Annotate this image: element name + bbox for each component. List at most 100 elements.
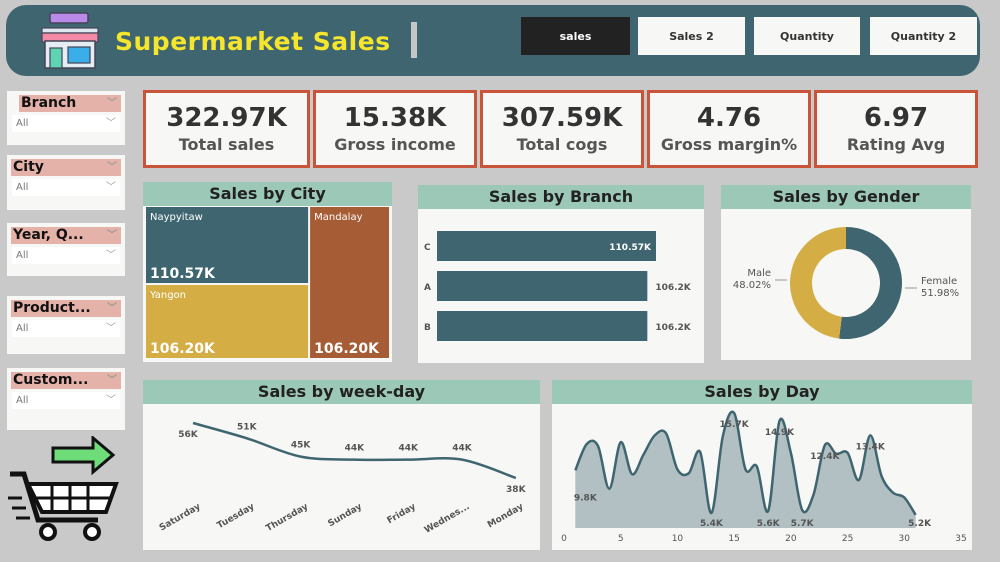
data-label: 5.7K [791, 519, 815, 529]
tile-name: Naypyitaw [150, 212, 203, 223]
x-tick-label: 20 [785, 534, 797, 544]
tab-quantity-2[interactable]: Quantity 2 [870, 17, 977, 55]
slice-name-label: Female [921, 276, 957, 287]
kpi-value: 322.97K [166, 103, 287, 133]
chart-title: Sales by Day [552, 380, 972, 404]
data-label: 38K [506, 485, 527, 495]
line-chart: 56K Saturday 51K Tuesday 45K Thursday 44K Sunda… [158, 421, 527, 536]
filter-branch: Branch ﹀ All ﹀ [7, 91, 125, 145]
tile-name: Mandalay [314, 212, 362, 223]
kpi-total-cogs: 307.59K Total cogs [480, 90, 644, 168]
x-tick-label: 0 [561, 534, 567, 544]
treemap-tile-yangon [146, 285, 309, 358]
filter-select[interactable]: All ﹀ [12, 320, 120, 337]
dashboard-title: Supermarket Sales [115, 27, 391, 56]
data-label: 56K [178, 430, 199, 440]
filter-select[interactable]: All ﹀ [12, 179, 120, 196]
x-tick-label: 30 [899, 534, 911, 544]
sales-by-city-panel: Sales by City Naypyitaw 110.57K Yangon 106.… [143, 182, 392, 362]
kpi-value: 4.76 [696, 103, 762, 133]
chevron-down-icon: ﹀ [106, 395, 116, 406]
chart-title: Sales by week-day [143, 380, 540, 404]
data-label: 14.9K [765, 428, 795, 438]
kpi-total-sales: 322.97K Total sales [143, 90, 310, 168]
kpi-gross-income: 15.38K Gross income [313, 90, 477, 168]
divider [411, 22, 417, 58]
x-tick-label: 35 [955, 534, 966, 544]
sales-by-gender-panel: Sales by Gender Female 51.98% Male 48.02% [721, 185, 971, 360]
filter-label: City [13, 159, 44, 175]
x-tick-label: Wednes... [423, 502, 472, 536]
tab-sales[interactable]: sales [521, 17, 630, 55]
kpi-value: 6.97 [863, 103, 929, 133]
data-label: 5.2K [908, 519, 932, 529]
x-tick-label: 5 [618, 534, 624, 544]
treemap-tile-naypyitaw [146, 207, 309, 284]
store-icon [41, 12, 99, 69]
sales-by-branch-panel: Sales by Branch C 110.57K A 106.2K B 106.2K [418, 185, 704, 363]
x-tick-label: Friday [386, 502, 418, 526]
filter-city: City ﹀ All ﹀ [7, 155, 125, 210]
data-label: 44K [452, 444, 473, 454]
bar-value-label: 106.2K [655, 283, 691, 293]
x-tick-label: Monday [486, 502, 525, 531]
chevron-down-icon[interactable]: ﹀ [107, 230, 117, 241]
kpi-label: Total cogs [516, 135, 608, 154]
bar-A [437, 271, 648, 301]
chart-title: Sales by City [143, 182, 392, 206]
x-tick-label: Sunday [327, 502, 365, 529]
data-label: 44K [345, 444, 366, 454]
chevron-down-icon: ﹀ [106, 250, 116, 261]
bar-value-label: 106.2K [655, 323, 691, 333]
data-label: 5.6K [757, 519, 781, 529]
filter-value: All [16, 395, 29, 406]
chevron-down-icon[interactable]: ﹀ [107, 162, 117, 173]
data-label: 13.4K [856, 442, 886, 452]
chevron-down-icon[interactable]: ﹀ [107, 303, 117, 314]
donut-slice-male [789, 227, 846, 339]
filter-product: Product... ﹀ All ﹀ [7, 296, 125, 354]
chevron-down-icon: ﹀ [106, 182, 116, 193]
x-tick-label: 15 [728, 534, 739, 544]
tile-name: Yangon [149, 290, 186, 301]
x-tick-label: 10 [672, 534, 684, 544]
treemap-chart: Naypyitaw 110.57K Yangon 106.20K Mandalay 106… [146, 207, 389, 358]
filter-label: Product... [13, 300, 91, 316]
data-label: 44K [398, 444, 419, 454]
filter-label: Branch [21, 95, 77, 111]
filter-select[interactable]: All ﹀ [12, 115, 120, 132]
data-label: 5.4K [700, 519, 724, 529]
filter-label: Year, Q... [13, 227, 84, 243]
kpi-label: Total sales [178, 135, 275, 154]
chevron-down-icon[interactable]: ﹀ [107, 375, 117, 386]
chart-title: Sales by Branch [418, 185, 704, 209]
chevron-down-icon: ﹀ [106, 323, 116, 334]
treemap-tile-mandalay [310, 207, 389, 358]
bar-value-label: 110.57K [609, 243, 652, 253]
chart-title: Sales by Gender [721, 185, 971, 209]
x-tick-label: Saturday [158, 502, 203, 534]
kpi-value: 307.59K [501, 103, 623, 133]
tab-quantity[interactable]: Quantity [754, 17, 860, 55]
kpi-value: 15.38K [343, 103, 447, 133]
bar-category-label: A [424, 283, 431, 293]
filter-year-quarter: Year, Q... ﹀ All ﹀ [7, 223, 125, 276]
filter-select[interactable]: All ﹀ [12, 392, 120, 409]
kpi-rating-avg: 6.97 Rating Avg [814, 90, 978, 168]
bar-category-label: B [424, 323, 431, 333]
x-tick-label: Tuesday [216, 502, 257, 531]
bar-B [437, 311, 648, 341]
tile-value: 106.20K [150, 341, 216, 357]
data-label: 12.4K [810, 452, 840, 462]
data-label: 45K [291, 441, 312, 451]
area-chart: 9.8K 5.4K 15.7K 5.6K 14.9K 5.7K 12.4K 13.4K 5.2K… [561, 410, 967, 544]
tab-sales-2[interactable]: Sales 2 [638, 17, 745, 55]
filter-select[interactable]: All ﹀ [12, 247, 120, 264]
sales-by-weekday-panel: Sales by week-day 56K Saturday 51K Tuesday 4… [143, 380, 540, 550]
data-label: 9.8K [574, 493, 598, 503]
bar-category-label: C [424, 243, 431, 253]
series-line [192, 421, 517, 480]
kpi-label: Gross income [334, 135, 456, 154]
chevron-down-icon[interactable]: ﹀ [107, 98, 117, 109]
